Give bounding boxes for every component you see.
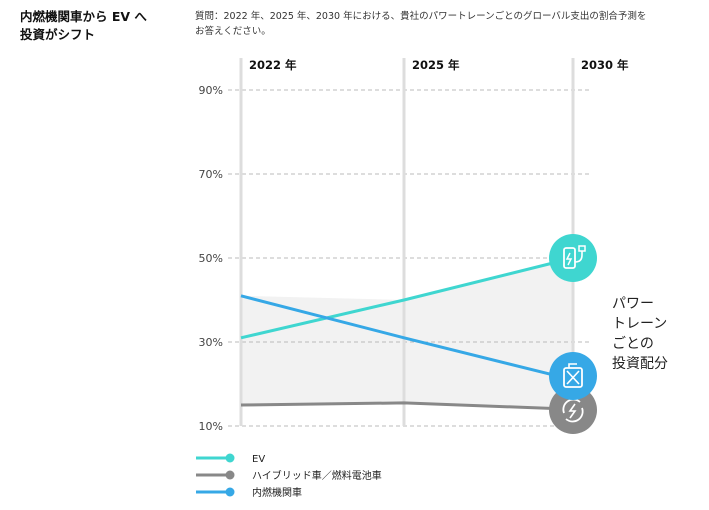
ev-cable-glyph (574, 251, 583, 263)
legend-label-hybrid: ハイブリッド車／燃料電池車 (252, 469, 382, 482)
series-line-hybrid (240, 401, 574, 411)
y-tick-label: 90% (199, 84, 223, 97)
x-tick-label: 2030 年 (581, 58, 629, 72)
fuel-can-icon (549, 352, 597, 400)
ev-charger-body-glyph (563, 247, 576, 269)
legend-label-ev: EV (252, 454, 265, 465)
cycle-arc-glyph (562, 398, 581, 414)
ev-charger-icon (549, 234, 597, 282)
survey-question: 質問：2022 年、2025 年、2030 年における、貴社のパワートレーンごと… (195, 9, 695, 39)
survey-question-line-1: 質問：2022 年、2025 年、2030 年における、貴社のパワートレーンごと… (195, 11, 647, 22)
fuel-can-body-glyph (563, 367, 583, 388)
shaded-area (241, 258, 573, 410)
y-tick-label: 30% (199, 336, 223, 349)
chart-title-line-2: 投資がシフト (20, 27, 96, 42)
ev-plug-glyph (578, 245, 586, 252)
lightning-glyph (568, 403, 577, 419)
x-tick-label: 2025 年 (412, 58, 460, 72)
series-line-ice (240, 294, 574, 382)
y-tick-label: 70% (199, 168, 223, 181)
chart-title-line-1: 内燃機関車から EV へ (20, 9, 147, 24)
series-line-ev (240, 256, 574, 340)
legend-marker-ice (225, 487, 235, 497)
legend-marker-ev (225, 453, 235, 463)
survey-question-line-2: お答えください。 (195, 26, 271, 37)
chart-title: 内燃機関車から EV へ 投資がシフト (20, 8, 170, 44)
x-tick-label: 2022 年 (249, 58, 297, 72)
side-label-line-2: トレーン (612, 316, 668, 332)
legend-marker-hybrid (225, 470, 235, 480)
fuel-can-spout-glyph (568, 363, 577, 368)
side-label-line-4: 投資配分 (612, 356, 668, 372)
cycle-arc-glyph (565, 407, 584, 423)
fuel-can-cross-glyph (566, 370, 580, 385)
side-label-line-3: ごとの (612, 336, 654, 352)
side-label-line-1: パワー (612, 296, 654, 312)
fuel-cell-icon (549, 386, 597, 434)
lightning-glyph (565, 252, 573, 266)
y-tick-label: 10% (199, 420, 223, 433)
y-tick-label: 50% (199, 252, 223, 265)
side-label: パワー トレーン ごとの 投資配分 (612, 294, 704, 374)
legend-label-ice: 内燃機関車 (252, 486, 302, 499)
